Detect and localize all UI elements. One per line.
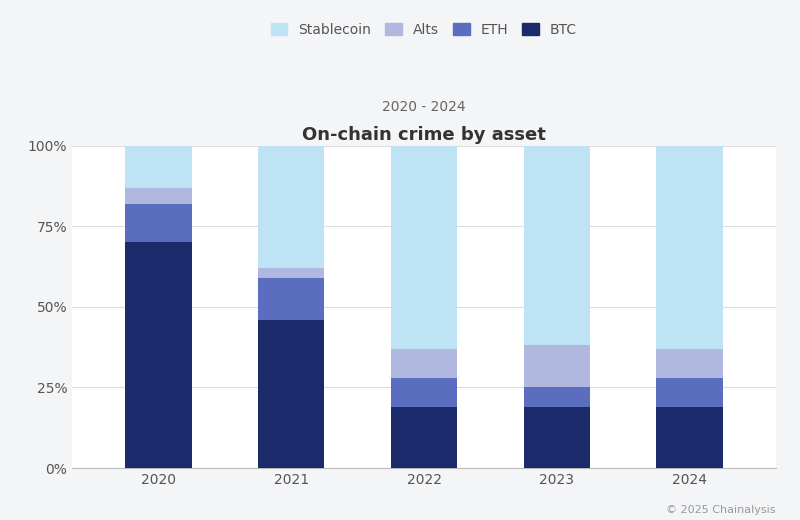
Bar [258,146,324,268]
Bar [390,146,458,349]
Bar [258,268,324,278]
Bar [657,349,723,378]
Bar [657,378,723,407]
Bar [258,278,324,320]
Bar [524,345,590,387]
Bar [390,349,458,378]
Bar [390,407,458,468]
Bar [657,407,723,468]
Text: © 2025 Chainalysis: © 2025 Chainalysis [666,505,776,515]
Legend: Stablecoin, Alts, ETH, BTC: Stablecoin, Alts, ETH, BTC [266,17,582,42]
Bar [125,188,191,204]
Bar [657,146,723,349]
Text: 2020 - 2024: 2020 - 2024 [382,100,466,113]
Bar [258,320,324,468]
Bar [125,146,191,188]
Bar [125,242,191,468]
Bar [390,378,458,407]
Title: On-chain crime by asset: On-chain crime by asset [302,126,546,144]
Bar [524,387,590,407]
Bar [524,407,590,468]
Bar [125,204,191,242]
Bar [524,146,590,345]
